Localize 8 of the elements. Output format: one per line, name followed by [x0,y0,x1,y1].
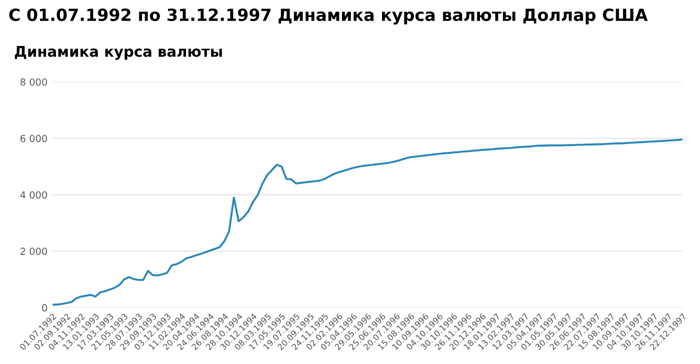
y-tick-label: 0 [42,304,47,312]
line-series [52,138,682,306]
chart-title: С 01.07.1992 по 31.12.1997 Динамика курса валюты Доллар США [9,8,648,24]
y-tick-label: 6 000 [20,134,47,142]
y-tick-label: 2 000 [20,248,47,255]
y-tick-label: 4 000 [20,191,47,199]
y-tick-label: 8 000 [20,78,47,86]
chart-subtitle: Динамика курса валюты [14,46,222,60]
